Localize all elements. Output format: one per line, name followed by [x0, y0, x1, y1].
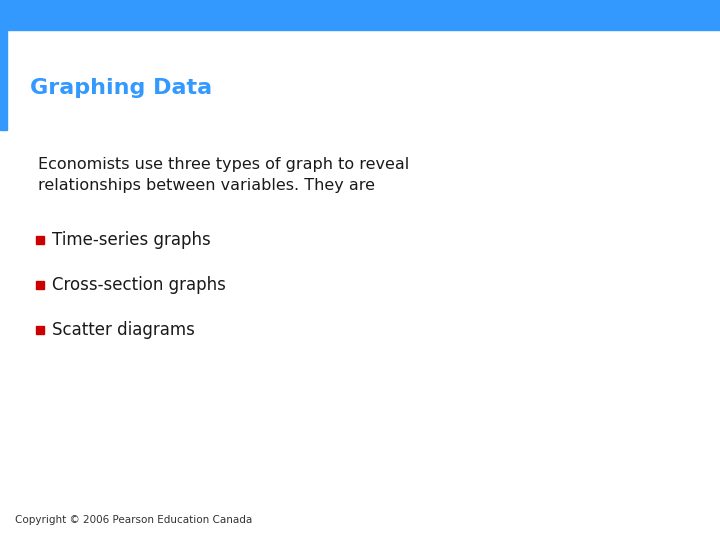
Bar [0, 0, 720, 30]
Text: Cross-section graphs: Cross-section graphs [52, 276, 226, 294]
Text: Time-series graphs: Time-series graphs [52, 231, 211, 249]
Text: Economists use three types of graph to reveal
relationships between variables. T: Economists use three types of graph to r… [38, 157, 409, 193]
Bar [36, 281, 44, 289]
Text: Scatter diagrams: Scatter diagrams [52, 321, 195, 339]
Bar [0, 30, 7, 130]
Bar [36, 326, 44, 334]
Text: Copyright © 2006 Pearson Education Canada: Copyright © 2006 Pearson Education Canad… [15, 515, 252, 525]
Text: Graphing Data: Graphing Data [30, 78, 212, 98]
Bar [36, 236, 44, 244]
